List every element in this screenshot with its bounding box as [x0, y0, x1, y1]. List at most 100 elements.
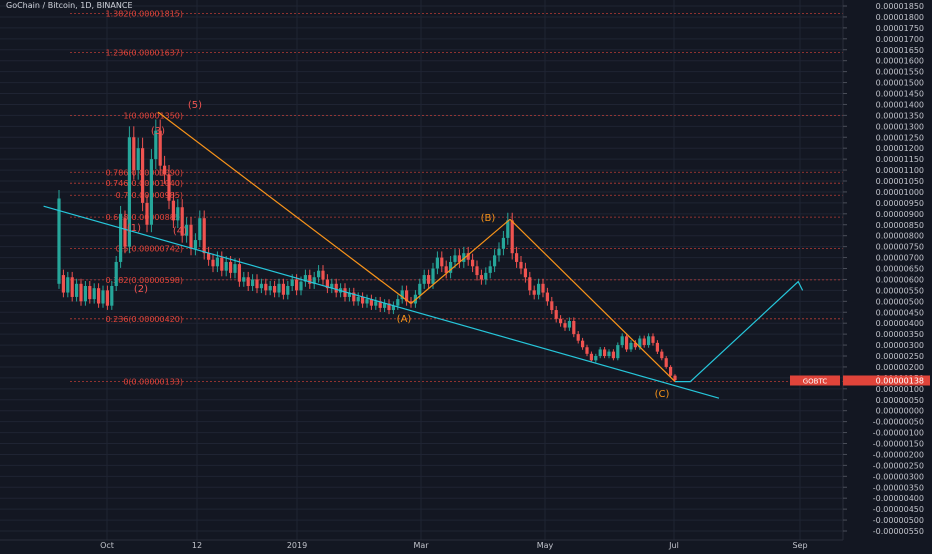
- fib-label: 0(0.00000133): [123, 378, 183, 387]
- y-tick-label: 0.00000550: [876, 286, 924, 295]
- y-tick-label: 0.00001600: [876, 57, 924, 66]
- y-tick-label: 0.00001350: [876, 111, 924, 120]
- candle: [457, 255, 461, 262]
- y-tick-label: 0.00000800: [876, 232, 924, 241]
- candle: [101, 290, 105, 304]
- trend-line: [43, 205, 720, 399]
- candle: [246, 277, 250, 286]
- candle: [180, 207, 184, 236]
- candle: [664, 358, 668, 367]
- y-tick-label: 0.00000950: [876, 199, 924, 208]
- candle: [400, 290, 404, 300]
- candle: [603, 349, 607, 356]
- candle: [620, 336, 624, 346]
- candle: [79, 283, 83, 302]
- candle: [488, 266, 492, 273]
- y-tick-label: 0.00001500: [876, 79, 924, 88]
- candle: [655, 342, 659, 352]
- candle: [629, 342, 633, 350]
- x-tick-label: 12: [192, 541, 202, 550]
- candle: [317, 270, 321, 278]
- y-tick-label: 0.00001150: [876, 155, 924, 164]
- candle: [378, 301, 382, 308]
- candle: [440, 257, 444, 267]
- candle: [660, 351, 664, 359]
- candle: [405, 290, 409, 302]
- candle: [594, 356, 598, 361]
- candle: [233, 264, 237, 273]
- candle: [119, 213, 123, 262]
- y-tick-label: 0.00001050: [876, 177, 924, 186]
- candle: [220, 257, 224, 271]
- fib-label: 1.236(0.00001637): [106, 49, 184, 58]
- candle: [242, 277, 246, 282]
- wave-label: (1): [127, 223, 141, 234]
- candle: [576, 334, 580, 341]
- candle: [171, 200, 175, 221]
- candle: [409, 301, 413, 304]
- candle: [673, 375, 677, 381]
- y-tick-label: -0.00000050: [873, 418, 924, 427]
- candle: [418, 283, 422, 295]
- candle: [83, 286, 87, 302]
- y-tick-label: 0.00001800: [876, 13, 924, 22]
- y-tick-label: 0.00001700: [876, 35, 924, 44]
- candle: [391, 305, 395, 311]
- fib-label: 0.236(0.00000420): [106, 315, 184, 324]
- x-tick-label: May: [537, 541, 554, 550]
- candle: [251, 279, 255, 286]
- candle: [198, 218, 202, 241]
- y-axis-bg: [843, 0, 932, 550]
- candle: [110, 286, 114, 306]
- candle: [286, 286, 290, 295]
- candle: [330, 283, 334, 289]
- candle: [669, 366, 673, 376]
- fib-label: 0.382(0.00000598): [106, 276, 184, 285]
- candle: [127, 137, 131, 247]
- y-tick-label: 0.00001850: [876, 2, 924, 11]
- y-tick-label: 0.00000250: [876, 352, 924, 361]
- candle: [145, 202, 149, 225]
- fib-label: 0.746(0.00001040): [106, 179, 184, 188]
- candle: [176, 207, 180, 221]
- y-tick-label: 0.00000100: [876, 385, 924, 394]
- candle: [185, 224, 189, 236]
- candle: [312, 277, 316, 284]
- projection-line: [675, 280, 804, 383]
- candle: [211, 259, 215, 267]
- candle: [519, 261, 523, 269]
- fib-label: 0.786(0.00001090): [106, 168, 184, 177]
- candle: [334, 283, 338, 293]
- y-tick-label: -0.00000400: [873, 494, 924, 503]
- y-tick-label: -0.00000350: [873, 483, 924, 492]
- candle: [431, 268, 435, 284]
- candle: [374, 301, 378, 306]
- candle: [308, 275, 312, 284]
- y-tick-label: 0.00000750: [876, 243, 924, 252]
- candle: [202, 218, 206, 254]
- candle: [633, 342, 637, 348]
- y-tick-label: -0.00000500: [873, 516, 924, 525]
- candle: [387, 303, 391, 311]
- y-tick-label: 0.00001100: [876, 166, 924, 175]
- y-tick-label: -0.00000100: [873, 429, 924, 438]
- candle: [352, 292, 356, 302]
- candle: [259, 283, 263, 289]
- candle: [361, 296, 365, 304]
- candle: [625, 336, 629, 350]
- candle: [299, 281, 303, 291]
- candle: [136, 148, 140, 171]
- candle: [515, 253, 519, 262]
- y-tick-label: 0.00000450: [876, 308, 924, 317]
- candle: [493, 255, 497, 267]
- candle: [57, 198, 61, 284]
- candle: [70, 277, 74, 297]
- candle: [61, 275, 65, 293]
- price-tag-value: 0.00000138: [876, 377, 924, 386]
- candle: [303, 275, 307, 282]
- candle: [616, 345, 620, 359]
- candle: [554, 310, 558, 319]
- candle: [281, 283, 285, 295]
- y-tick-label: 0.00000850: [876, 221, 924, 230]
